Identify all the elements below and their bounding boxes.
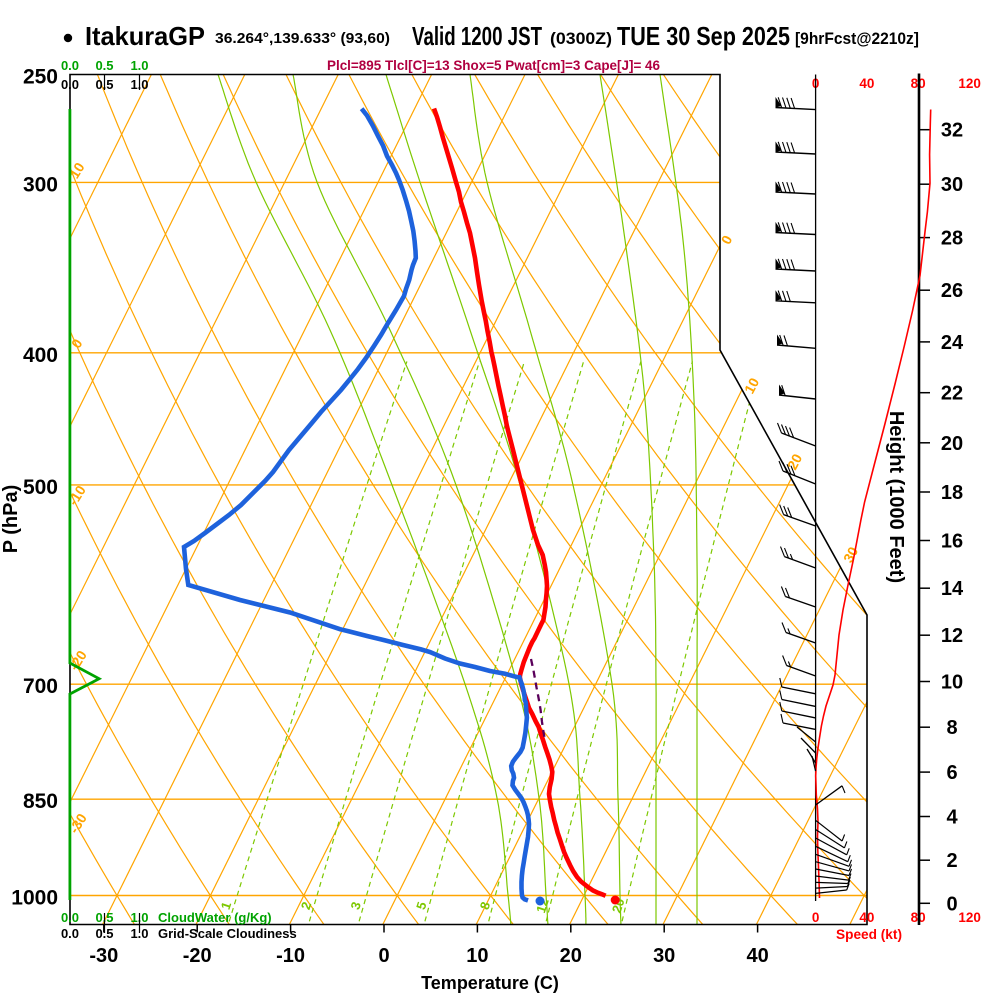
svg-text:10: 10 [466,945,488,967]
svg-text:250: 250 [23,65,58,88]
svg-text:2: 2 [946,850,957,872]
svg-text:5: 5 [413,900,430,912]
svg-text:Plcl=895 Tlcl[C]=13 Shox=5 Pwa: Plcl=895 Tlcl[C]=13 Shox=5 Pwat[cm]=3 Ca… [327,57,660,73]
svg-text:0.0: 0.0 [61,58,79,73]
svg-text:10: 10 [741,375,763,396]
svg-text:16: 16 [941,531,963,553]
svg-text:0: 0 [378,945,389,967]
svg-text:P (hPa): P (hPa) [0,485,22,554]
svg-text:4: 4 [946,807,958,829]
svg-text:10: 10 [941,672,963,694]
svg-text:40: 40 [859,910,874,925]
svg-text:Grid-Scale Cloudiness: Grid-Scale Cloudiness [158,926,297,941]
svg-text:32: 32 [941,120,963,142]
svg-text:14: 14 [941,578,964,600]
svg-text:Speed (kt): Speed (kt) [836,926,902,942]
svg-text:1.0: 1.0 [130,58,148,73]
svg-text:300: 300 [23,173,58,196]
svg-text:1000: 1000 [11,887,58,910]
svg-text:-30: -30 [89,945,118,967]
svg-text:850: 850 [23,790,58,813]
svg-text:Valid 1200 JST: Valid 1200 JST [412,21,542,51]
svg-text:Temperature (C): Temperature (C) [421,973,559,993]
svg-text:40: 40 [746,945,768,967]
svg-text:3: 3 [347,900,364,912]
svg-text:22: 22 [941,383,963,405]
svg-text:1.0: 1.0 [130,926,148,941]
svg-text:CloudWater (g/Kg): CloudWater (g/Kg) [158,910,272,925]
svg-text:20: 20 [941,433,963,455]
svg-text:20: 20 [784,451,806,472]
svg-text:120: 120 [958,910,981,925]
svg-text:120: 120 [958,76,981,91]
svg-text:28: 28 [941,228,963,250]
svg-text:6: 6 [946,762,957,784]
svg-text:10: 10 [66,159,88,181]
svg-text:0.0: 0.0 [61,77,79,92]
svg-text:30: 30 [653,945,675,967]
svg-text:36.264°,139.633° (93,60): 36.264°,139.633° (93,60) [215,30,390,47]
svg-text:2: 2 [298,900,315,912]
svg-text:-10: -10 [276,945,305,967]
svg-text:26: 26 [941,280,963,302]
svg-text:-20: -20 [183,945,212,967]
svg-text:400: 400 [23,344,58,367]
svg-text:40: 40 [859,76,874,91]
svg-text:0: 0 [812,910,820,925]
svg-text:ItakuraGP: ItakuraGP [85,21,205,51]
svg-text:30: 30 [941,174,963,196]
svg-text:[9hrFcst@2210z]: [9hrFcst@2210z] [795,29,919,48]
svg-text:0.0: 0.0 [61,910,79,925]
svg-text:1: 1 [218,900,235,912]
svg-text:0.0: 0.0 [61,926,79,941]
svg-text:0.5: 0.5 [95,58,113,73]
svg-text:TUE 30 Sep 2025: TUE 30 Sep 2025 [617,21,790,51]
svg-text:20: 20 [560,945,582,967]
svg-text:24: 24 [941,332,964,354]
svg-text:700: 700 [23,675,58,698]
svg-text:8: 8 [946,717,957,739]
svg-text:18: 18 [941,482,963,504]
svg-text:0.5: 0.5 [95,926,113,941]
svg-text:8: 8 [477,900,494,912]
svg-text:500: 500 [23,476,58,499]
svg-text:12: 12 [941,625,963,647]
svg-text:0: 0 [946,893,957,915]
svg-text:Height (1000 Feet): Height (1000 Feet) [885,411,907,583]
svg-text:(0300Z): (0300Z) [550,29,612,48]
